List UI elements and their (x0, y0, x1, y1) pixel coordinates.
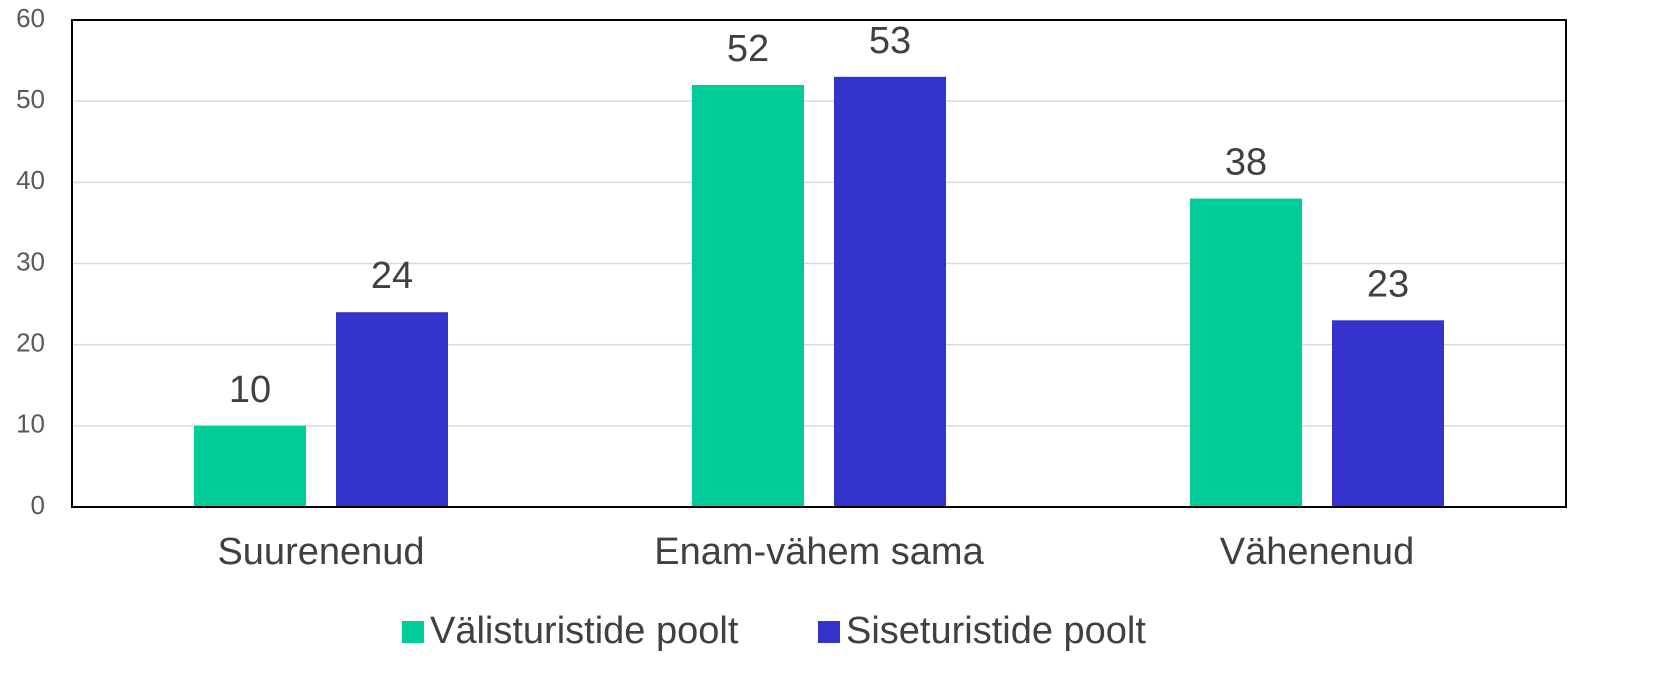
bar (834, 76, 946, 508)
data-label: 53 (869, 20, 911, 62)
data-label: 52 (727, 28, 769, 70)
legend-label: Välisturistide poolt (430, 610, 739, 652)
legend-swatch (402, 621, 424, 643)
y-tick-label: 10 (16, 409, 45, 439)
legend-label: Siseturistide poolt (846, 610, 1146, 652)
bar (1190, 198, 1302, 508)
bar (1332, 320, 1444, 507)
x-tick-label: Enam-vähem sama (654, 531, 984, 573)
y-tick-label: 40 (16, 165, 45, 195)
y-tick-label: 30 (16, 246, 45, 276)
y-tick-label: 20 (16, 328, 45, 358)
data-label: 38 (1225, 142, 1267, 184)
bar (336, 312, 448, 507)
bar (194, 425, 306, 507)
bar (692, 84, 804, 507)
legend-swatch (818, 621, 840, 643)
x-tick-label: Suurenenud (217, 531, 424, 573)
y-tick-label: 50 (16, 84, 45, 114)
y-tick-label: 60 (16, 3, 45, 33)
x-tick-label: Vähenenud (1220, 531, 1414, 573)
data-label: 23 (1367, 263, 1409, 305)
y-tick-label: 0 (31, 490, 45, 520)
data-label: 24 (371, 255, 413, 297)
data-label: 10 (229, 369, 271, 411)
